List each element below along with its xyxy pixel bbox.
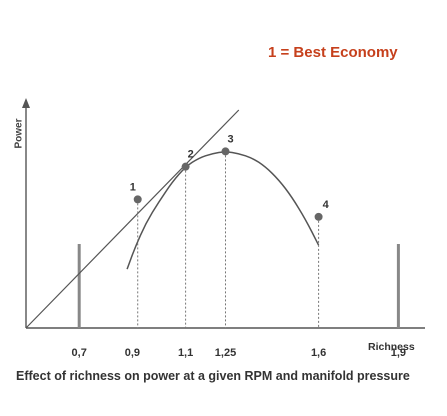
- data-point-label-4: 4: [323, 199, 330, 211]
- x-axis-label: Richness: [368, 341, 415, 353]
- power-curve-series-1: [126, 151, 320, 270]
- x-tick-label-6: 1,9: [391, 347, 406, 359]
- data-point-1: [133, 195, 142, 204]
- tangent-line: [25, 109, 240, 329]
- x-tick-label-3: 1,1: [178, 347, 193, 359]
- x-tick-label-2: 0,9: [125, 347, 140, 359]
- data-point-label-3: 3: [228, 133, 234, 145]
- data-point-label-1: 1: [130, 181, 136, 193]
- data-point-3: [221, 147, 230, 156]
- y-axis-arrow: [22, 98, 30, 108]
- y-axis-label: Power: [13, 118, 25, 149]
- x-tick-label-5: 1,6: [311, 347, 326, 359]
- chart-caption: Effect of richness on power at a given R…: [16, 369, 410, 383]
- chart-annotation: 1 = Best Economy: [268, 44, 398, 61]
- x-tick-label-4: 1,25: [215, 347, 236, 359]
- data-point-2: [181, 162, 190, 171]
- data-point-label-2: 2: [188, 149, 194, 161]
- data-point-4: [314, 212, 323, 221]
- x-tick-label-1: 0,7: [72, 347, 87, 359]
